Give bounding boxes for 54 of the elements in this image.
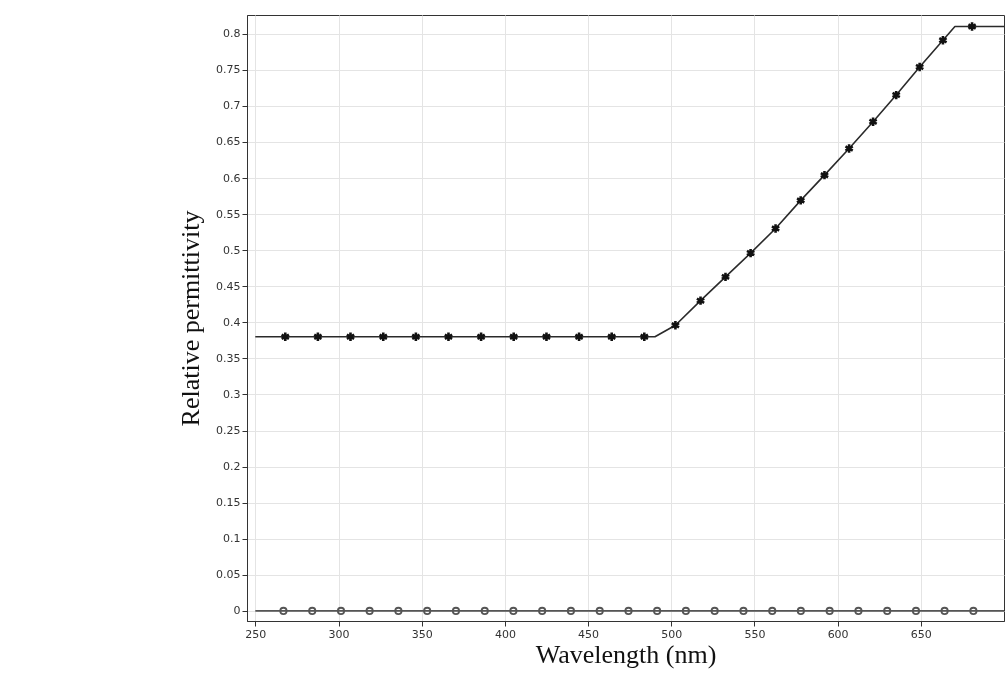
point — [969, 606, 978, 615]
point — [940, 606, 949, 615]
y-tick-label: 0.15 — [216, 496, 241, 510]
x-axis-title: Wavelength (nm) — [535, 639, 717, 669]
y-tick-label: 0.65 — [216, 135, 241, 149]
x-tick-label: 450 — [578, 627, 600, 641]
point — [308, 606, 317, 615]
point — [451, 606, 461, 615]
y-tick-label: 0.4 — [223, 315, 241, 329]
point — [336, 606, 346, 615]
point — [538, 606, 547, 615]
point — [509, 606, 518, 615]
point — [624, 606, 633, 615]
y-tick-label: 0.6 — [223, 171, 241, 185]
y-tick-label: 0.7 — [223, 99, 241, 113]
x-tick-label: 500 — [661, 627, 683, 641]
y-tick-label: 0.55 — [216, 207, 241, 221]
y-tick-label: 0.3 — [223, 387, 241, 401]
y-tick-label: 0.75 — [216, 63, 241, 77]
y-tick-label: 0.2 — [223, 460, 241, 474]
y-tick-label: 0.25 — [216, 424, 241, 438]
point — [653, 606, 662, 615]
point — [739, 606, 748, 615]
y-axis-title: Relative permittivity — [176, 210, 206, 427]
point — [854, 606, 863, 615]
point — [710, 606, 719, 615]
point — [825, 606, 834, 615]
x-tick-label: 300 — [328, 627, 350, 641]
x-tick-label: 350 — [411, 627, 433, 641]
x-tick-label: 250 — [245, 627, 267, 641]
x-tick-label: 400 — [494, 627, 516, 641]
point — [394, 606, 403, 615]
point — [914, 61, 925, 73]
y-tick-label: 0.1 — [223, 532, 241, 546]
point — [681, 606, 690, 615]
y-tick-label: 0 — [233, 604, 241, 618]
point — [480, 606, 489, 615]
y-tick-label: 0.35 — [216, 351, 241, 365]
y-tick-label: 0.45 — [216, 279, 241, 293]
point — [365, 606, 374, 615]
x-tick-label: 650 — [910, 627, 932, 641]
point — [911, 606, 921, 615]
y-tick-label: 0.8 — [223, 27, 241, 41]
point — [279, 606, 288, 615]
point — [883, 606, 892, 615]
x-tick-label: 550 — [744, 627, 766, 641]
y-tick-label: 0.05 — [216, 568, 241, 582]
point — [423, 606, 432, 615]
point — [796, 606, 805, 615]
y-tick-label: 0.5 — [223, 243, 241, 257]
point — [595, 606, 604, 615]
x-tick-label: 600 — [827, 627, 849, 641]
point — [768, 606, 777, 615]
point — [566, 606, 575, 615]
